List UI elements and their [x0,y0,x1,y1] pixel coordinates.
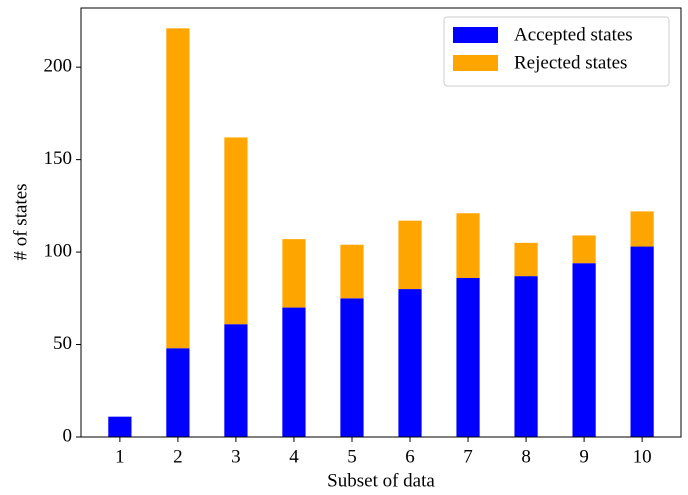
legend-swatch [453,55,498,71]
x-tick-label: 2 [173,446,183,467]
y-tick-label: 0 [63,425,73,446]
bar-segment [572,263,596,437]
y-tick-label: 100 [44,240,73,261]
bar-segment [282,239,306,308]
legend-label: Rejected states [514,52,627,73]
bar-segment [108,416,132,437]
bar-segment [340,244,364,299]
bar-segment [398,289,422,437]
x-axis-label: Subset of data [327,470,435,491]
bar-segment [630,211,654,247]
x-tick-label: 4 [289,446,299,467]
plot-frame [80,7,682,438]
x-tick-label: 1 [115,446,125,467]
bar-segment [224,324,248,437]
x-tick-label: 8 [521,446,531,467]
bar-segment [224,137,248,325]
bar-segment [514,242,538,277]
y-tick-label: 200 [44,56,73,77]
bar-segment [282,307,306,437]
x-tick-label: 9 [579,446,589,467]
bar-segment [572,235,596,264]
bar-segment [340,298,364,437]
y-tick-label: 50 [53,333,72,354]
x-tick-label: 10 [633,446,652,467]
legend-swatch [453,27,498,43]
bar-segment [456,213,480,278]
bar-segment [166,28,190,349]
x-tick-label: 3 [231,446,241,467]
x-tick-label: 6 [405,446,415,467]
y-axis-label: # of states [10,183,31,260]
bar-segment [166,348,190,437]
y-tick-label: 150 [44,148,73,169]
bar-segment [456,277,480,437]
legend-box [443,16,670,87]
legend-label: Accepted states [514,24,633,45]
x-tick-label: 5 [347,446,357,467]
bar-segment [398,220,422,290]
x-tick-label: 7 [463,446,473,467]
bar-segment [514,276,538,437]
bar-segment [630,246,654,437]
